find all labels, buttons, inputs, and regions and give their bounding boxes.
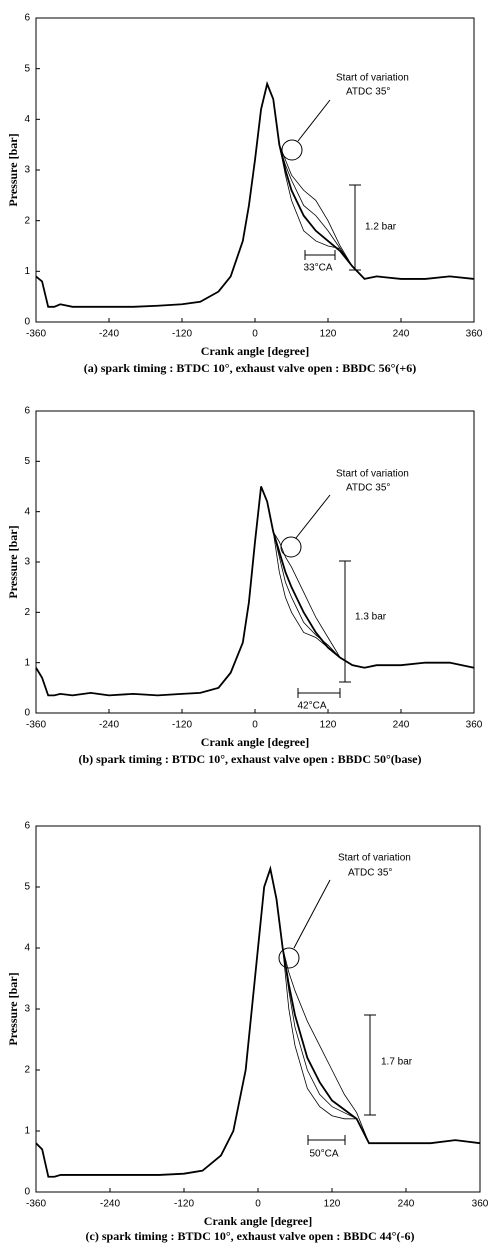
y-tick-label: 2 — [24, 215, 30, 226]
y-tick-label: 6 — [24, 821, 30, 832]
pressure-trace — [35, 82, 475, 308]
x-tick-label: -120 — [172, 329, 192, 340]
caption: (c) spark timing : BTDC 10°, exhaust val… — [86, 1229, 415, 1243]
plot-frame — [35, 17, 475, 323]
pressure-trace — [35, 82, 475, 308]
arrow — [293, 879, 331, 949]
pressure-trace — [35, 82, 475, 308]
x-axis-label: Crank angle [degree] — [204, 1214, 312, 1228]
pressure-trace — [35, 867, 481, 1178]
x-tick-label: -360 — [26, 1199, 46, 1210]
y-tick-label: 4 — [24, 114, 30, 125]
arrow — [295, 494, 331, 539]
y-tick-label: 6 — [24, 13, 30, 24]
y-tick-label: 1 — [24, 657, 30, 668]
x-tick-label: 0 — [252, 720, 258, 731]
caption: (b) spark timing : BTDC 10°, exhaust val… — [79, 752, 422, 766]
pressure-trace — [35, 865, 481, 1178]
pressure-trace — [35, 867, 481, 1178]
x-tick-label: -240 — [99, 720, 119, 731]
y-tick-label: 0 — [24, 317, 30, 328]
annotation: ATDC 35° — [346, 483, 390, 494]
annotation: 50°CA — [309, 1149, 338, 1160]
y-tick-label: 4 — [24, 943, 30, 954]
annotation: 1.3 bar — [355, 612, 387, 623]
annotation: Start of variation — [336, 469, 409, 480]
y-tick-label: 3 — [24, 165, 30, 176]
caption: (a) spark timing : BTDC 10°, exhaust val… — [84, 361, 416, 375]
y-axis-label: Pressure [bar] — [6, 133, 20, 206]
x-tick-label: 0 — [252, 329, 258, 340]
y-tick-label: 0 — [24, 1187, 30, 1198]
y-tick-label: 4 — [24, 506, 30, 517]
arrow — [297, 99, 331, 142]
y-tick-label: 1 — [24, 1126, 30, 1137]
x-tick-label: 240 — [398, 1199, 415, 1210]
x-tick-label: -240 — [99, 329, 119, 340]
plot-frame — [35, 825, 481, 1193]
x-tick-label: 120 — [320, 720, 337, 731]
y-tick-label: 6 — [24, 406, 30, 417]
x-tick-label: 120 — [324, 1199, 341, 1210]
y-tick-label: 5 — [24, 63, 30, 74]
annotation: 1.7 bar — [381, 1057, 413, 1068]
variation-marker — [280, 536, 302, 558]
pressure-trace — [35, 867, 481, 1178]
pressure-trace — [35, 486, 475, 696]
x-tick-label: -360 — [26, 720, 46, 731]
x-tick-label: 240 — [393, 329, 410, 340]
x-axis-label: Crank angle [degree] — [201, 344, 309, 358]
y-axis-label: Pressure [bar] — [6, 972, 20, 1045]
x-tick-label: -240 — [100, 1199, 120, 1210]
annotation: 33°CA — [303, 263, 332, 274]
annotation: ATDC 35° — [346, 87, 390, 98]
x-tick-label: 360 — [466, 329, 483, 340]
y-tick-label: 3 — [24, 557, 30, 568]
y-tick-label: 1 — [24, 266, 30, 277]
y-tick-label: 2 — [24, 1065, 30, 1076]
y-tick-label: 3 — [24, 1004, 30, 1015]
x-tick-label: 360 — [466, 720, 483, 731]
x-tick-label: 240 — [393, 720, 410, 731]
y-tick-label: 0 — [24, 708, 30, 719]
x-tick-label: 360 — [472, 1199, 489, 1210]
pressure-trace — [35, 80, 475, 308]
x-axis-label: Crank angle [degree] — [201, 735, 309, 749]
variation-marker — [278, 947, 300, 969]
plot-frame — [35, 410, 475, 714]
x-tick-label: -120 — [174, 1199, 194, 1210]
annotation: Start of variation — [338, 853, 411, 864]
annotation: ATDC 35° — [348, 868, 392, 879]
annotation: 42°CA — [297, 701, 326, 712]
annotation: 1.2 bar — [365, 222, 397, 233]
x-tick-label: 0 — [255, 1199, 261, 1210]
variation-marker — [281, 139, 303, 161]
x-tick-label: -120 — [172, 720, 192, 731]
y-tick-label: 2 — [24, 607, 30, 618]
y-tick-label: 5 — [24, 456, 30, 467]
x-tick-label: -360 — [26, 329, 46, 340]
annotation: Start of variation — [336, 73, 409, 84]
x-tick-label: 120 — [320, 329, 337, 340]
y-axis-label: Pressure [bar] — [6, 525, 20, 598]
y-tick-label: 5 — [24, 882, 30, 893]
